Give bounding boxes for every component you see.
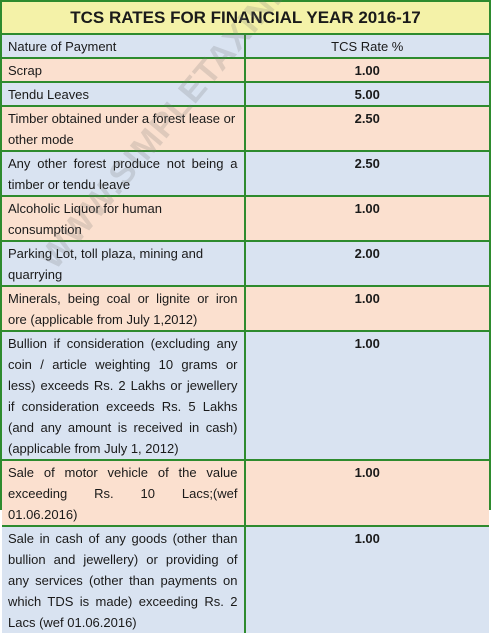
table-row: Parking Lot, toll plaza, mining and quar… <box>2 242 489 287</box>
nature-cell: Parking Lot, toll plaza, mining and quar… <box>2 242 246 287</box>
rate-cell: 1.00 <box>245 332 489 461</box>
rate-cell: 1.00 <box>245 461 489 527</box>
table-row: Bullion if consideration (excluding any … <box>2 332 489 461</box>
nature-cell: Tendu Leaves <box>2 83 246 107</box>
table-header-row: Nature of Payment TCS Rate % <box>2 35 489 59</box>
table-row: Alcoholic Liquor for human consumption 1… <box>2 197 489 242</box>
rate-cell: 2.50 <box>245 107 489 152</box>
nature-cell: Scrap <box>2 59 246 83</box>
nature-cell: Any other forest produce not being a tim… <box>2 152 246 197</box>
rate-cell: 1.00 <box>245 287 489 332</box>
rate-cell: 1.00 <box>245 197 489 242</box>
table-title-row: TCS RATES FOR FINANCIAL YEAR 2016-17 <box>2 2 489 35</box>
nature-cell: Timber obtained under a forest lease or … <box>2 107 246 152</box>
table-row: Sale in cash of any goods (other than bu… <box>2 527 489 633</box>
nature-cell: Alcoholic Liquor for human consumption <box>2 197 246 242</box>
rate-cell: 5.00 <box>245 83 489 107</box>
nature-cell: Sale of motor vehicle of the value excee… <box>2 461 246 527</box>
table-row: Sale of motor vehicle of the value excee… <box>2 461 489 527</box>
column-header-rate: TCS Rate % <box>245 35 489 59</box>
nature-cell: Minerals, being coal or lignite or iron … <box>2 287 246 332</box>
nature-cell: Bullion if consideration (excluding any … <box>2 332 246 461</box>
rate-cell: 1.00 <box>245 527 489 633</box>
table-title: TCS RATES FOR FINANCIAL YEAR 2016-17 <box>2 2 489 35</box>
table-row: Scrap 1.00 <box>2 59 489 83</box>
table-row: Minerals, being coal or lignite or iron … <box>2 287 489 332</box>
rate-cell: 2.50 <box>245 152 489 197</box>
table-row: Any other forest produce not being a tim… <box>2 152 489 197</box>
rate-cell: 2.00 <box>245 242 489 287</box>
column-header-nature: Nature of Payment <box>2 35 246 59</box>
nature-cell: Sale in cash of any goods (other than bu… <box>2 527 246 633</box>
table-row: Tendu Leaves 5.00 <box>2 83 489 107</box>
rate-cell: 1.00 <box>245 59 489 83</box>
table-row: Timber obtained under a forest lease or … <box>2 107 489 152</box>
